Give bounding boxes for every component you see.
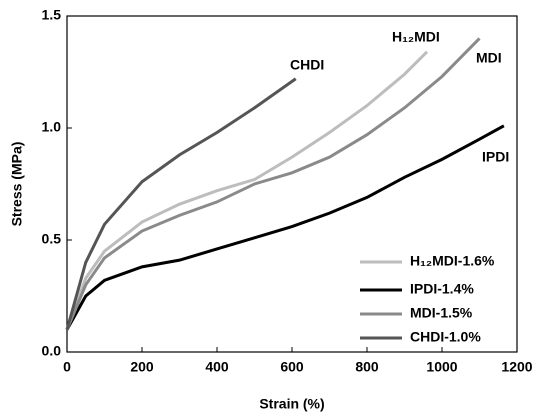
legend-label: H₁₂MDI-1.6% (410, 253, 495, 269)
annotation: IPDI (482, 149, 509, 165)
y-axis-label: Stress (MPa) (9, 142, 25, 227)
x-tick-label: 800 (355, 359, 379, 375)
x-axis-label: Strain (%) (259, 396, 324, 412)
y-tick-label: 1.5 (42, 7, 62, 23)
annotation: CHDI (290, 57, 324, 73)
line (65, 77, 297, 331)
legend-label: MDI-1.5% (410, 305, 473, 321)
line (65, 37, 481, 331)
legend-label: CHDI-1.0% (410, 329, 481, 345)
y-tick-label: 1.0 (42, 119, 62, 135)
x-tick-label: 200 (130, 359, 154, 375)
x-tick-label: 1000 (426, 359, 457, 375)
line (65, 124, 505, 331)
legend-label: IPDI-1.4% (410, 281, 474, 297)
y-tick-label: 0.0 (42, 343, 62, 359)
x-tick-label: 0 (63, 359, 71, 375)
annotation: H₁₂MDI (392, 29, 440, 45)
x-tick-label: 400 (205, 359, 229, 375)
y-tick-label: 0.5 (42, 231, 62, 247)
x-tick-label: 1200 (501, 359, 532, 375)
line (65, 50, 429, 331)
annotation: MDI (476, 50, 502, 66)
x-tick-label: 600 (280, 359, 304, 375)
